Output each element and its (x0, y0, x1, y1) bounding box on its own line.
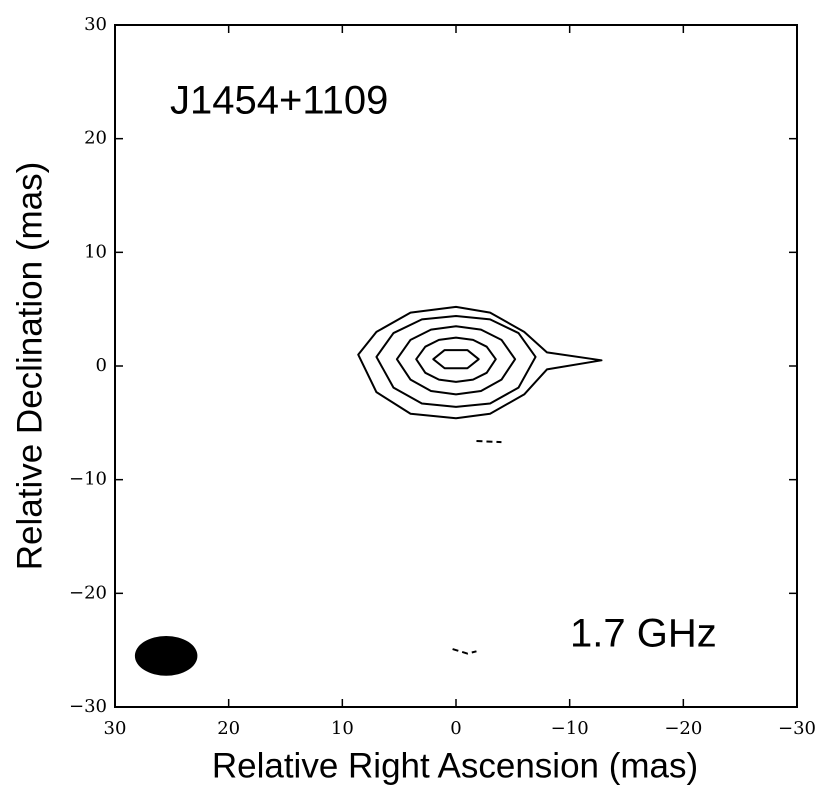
x-tick-label: 0 (450, 718, 461, 739)
annotation: 1.7 GHz (570, 612, 717, 656)
y-tick-label: −20 (69, 582, 107, 603)
chart-title: J1454+1109 (170, 79, 388, 123)
negative-contour (476, 440, 502, 444)
x-tick-label: 10 (331, 718, 354, 739)
x-tick-label: −20 (664, 718, 702, 739)
y-axis-label: Relative Declination (mas) (10, 162, 49, 570)
beam (134, 635, 198, 676)
contour (432, 349, 480, 370)
y-tick-label: 10 (84, 241, 107, 262)
x-tick-label: 30 (104, 718, 127, 739)
x-tick-label: 20 (217, 718, 240, 739)
negative-contour (452, 648, 477, 655)
y-tick-label: −30 (69, 696, 107, 717)
contour (415, 336, 497, 383)
y-tick-label: 30 (84, 14, 107, 35)
x-axis-label: Relative Right Ascension (mas) (212, 746, 698, 785)
y-tick-label: −10 (69, 469, 107, 490)
contour (357, 305, 603, 420)
y-tick-label: 0 (96, 355, 107, 376)
contour (395, 325, 517, 396)
plot-frame (114, 24, 798, 708)
x-tick-label: −30 (778, 718, 816, 739)
contour (375, 314, 537, 408)
y-tick-label: 20 (84, 128, 107, 149)
x-tick-label: −10 (551, 718, 589, 739)
